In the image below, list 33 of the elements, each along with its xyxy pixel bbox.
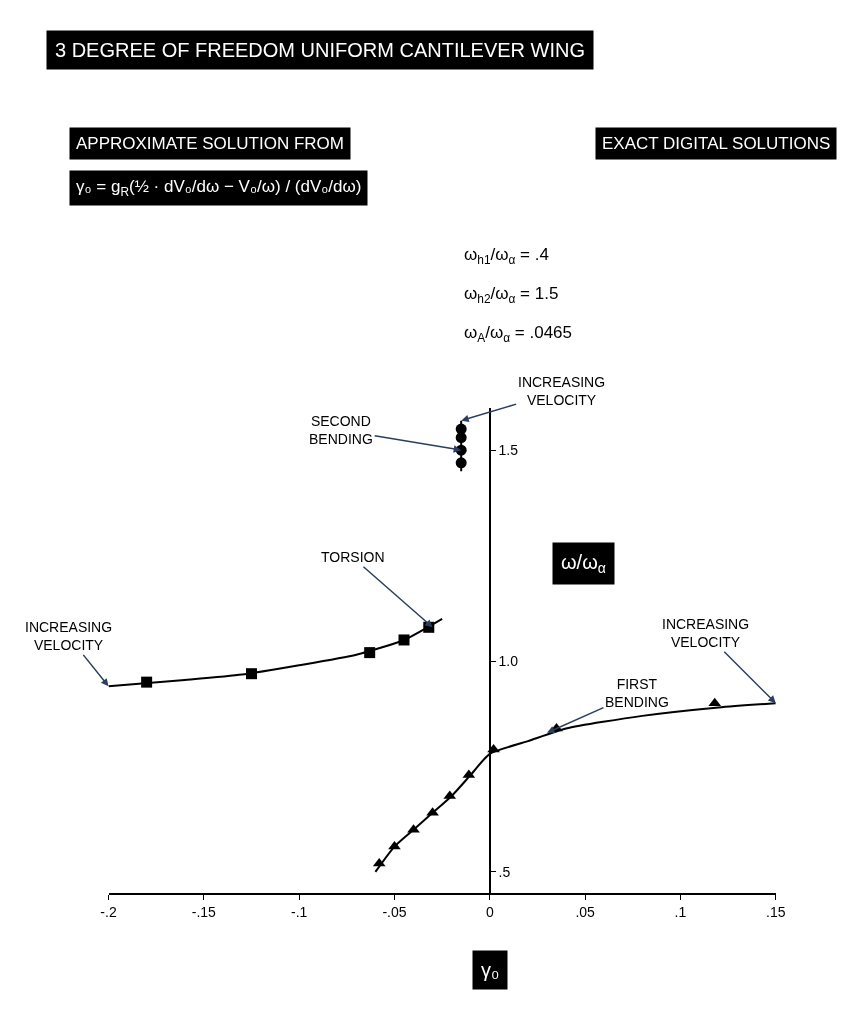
- text: ω$_{h2}$/ω$_{α}$ = 1.5: [464, 284, 559, 306]
- text: γ₀ = g$_{R}$(½ · dV₀/dω − V₀/ω) / (dV₀/dω): [76, 177, 362, 199]
- point: [455, 457, 467, 469]
- x-tick-label: .1: [674, 903, 687, 920]
- point: [245, 668, 257, 680]
- annotation: TORSION: [321, 549, 385, 565]
- annotation: INCREASING VELOCITY: [518, 374, 606, 409]
- point: [372, 857, 386, 867]
- point: [398, 634, 410, 646]
- chart-title: 3 DEGREE OF FREEDOM UNIFORM CANTILEVER WING: [55, 39, 586, 61]
- point: [364, 647, 376, 659]
- point: [141, 676, 153, 688]
- y-axis-title: ω/ω$_{α}$: [561, 551, 606, 577]
- x-tick-label: .05: [575, 903, 596, 920]
- text: ω$_{h1}$/ω$_{α}$ = .4: [464, 245, 549, 267]
- x-tick-label: -.15: [191, 903, 217, 920]
- annotation: FIRST BENDING: [605, 676, 669, 711]
- x-axis-title: γ₀: [481, 959, 500, 981]
- text: ω$_{A}$/ω$_{α}$ = .0465: [464, 323, 573, 345]
- y-tick-label: 1.5: [498, 442, 519, 459]
- x-tick-label: -.05: [382, 903, 407, 920]
- text: EXACT DIGITAL SOLUTIONS: [602, 134, 831, 153]
- text: APPROXIMATE SOLUTION FROM: [76, 134, 344, 153]
- y-tick-label: 1.0: [498, 652, 519, 669]
- annotation: INCREASING VELOCITY: [25, 619, 113, 654]
- x-tick-label: .15: [766, 903, 786, 920]
- x-tick-label: -.2: [100, 903, 117, 920]
- y-tick-label: .5: [498, 863, 511, 880]
- x-tick-label: -.1: [290, 903, 308, 920]
- annotation: INCREASING VELOCITY: [662, 616, 750, 651]
- x-tick-label: 0: [485, 903, 494, 920]
- point: [455, 423, 467, 435]
- annotation: SECOND BENDING: [309, 413, 373, 448]
